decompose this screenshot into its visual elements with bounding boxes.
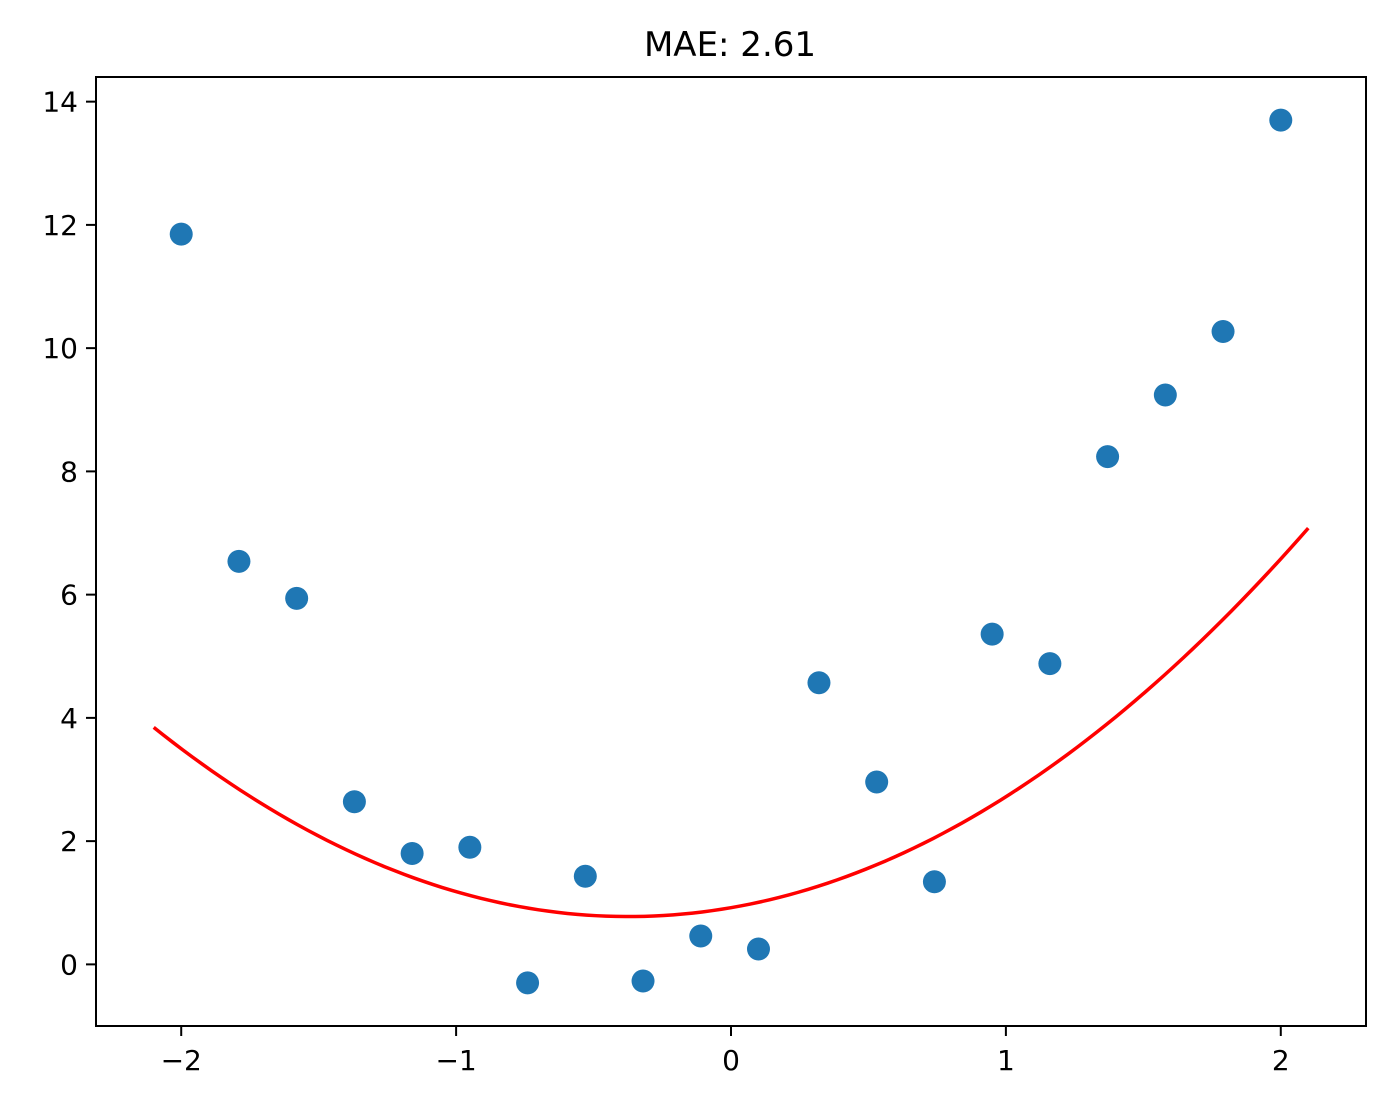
- data-point: [342, 790, 366, 814]
- data-point: [285, 586, 309, 610]
- data-point: [1269, 108, 1293, 132]
- data-point: [573, 864, 597, 888]
- scatter-points: [169, 108, 1293, 995]
- y-tick-label: 12: [42, 209, 78, 242]
- data-point: [1038, 652, 1062, 676]
- data-point: [922, 870, 946, 894]
- data-point: [807, 671, 831, 695]
- y-tick-label: 0: [60, 948, 78, 981]
- data-point: [227, 549, 251, 573]
- y-tick-label: 14: [42, 86, 78, 119]
- data-point: [400, 841, 424, 865]
- x-tick-label: −2: [161, 1044, 202, 1077]
- fit-curve: [152, 526, 1310, 919]
- x-tick-label: 1: [997, 1044, 1015, 1077]
- y-tick-label: 4: [60, 702, 78, 735]
- y-tick-label: 10: [42, 332, 78, 365]
- data-point: [689, 924, 713, 948]
- data-point: [169, 222, 193, 246]
- data-point: [516, 971, 540, 995]
- data-point: [631, 969, 655, 993]
- y-tick-label: 8: [60, 455, 78, 488]
- y-tick-label: 2: [60, 825, 78, 858]
- fit-line-layer: [152, 526, 1310, 919]
- data-point: [458, 835, 482, 859]
- data-point: [865, 770, 889, 794]
- data-point: [1096, 445, 1120, 469]
- y-tick-label: 6: [60, 579, 78, 612]
- data-point: [1153, 383, 1177, 407]
- plot-frame: [95, 76, 1367, 1027]
- x-tick-label: −1: [435, 1044, 476, 1077]
- x-tick-label: 2: [1272, 1044, 1290, 1077]
- data-point: [980, 622, 1004, 646]
- x-tick-label: 0: [722, 1044, 740, 1077]
- data-point: [1211, 320, 1235, 344]
- data-point: [746, 937, 770, 961]
- chart-title: MAE: 2.61: [644, 25, 816, 65]
